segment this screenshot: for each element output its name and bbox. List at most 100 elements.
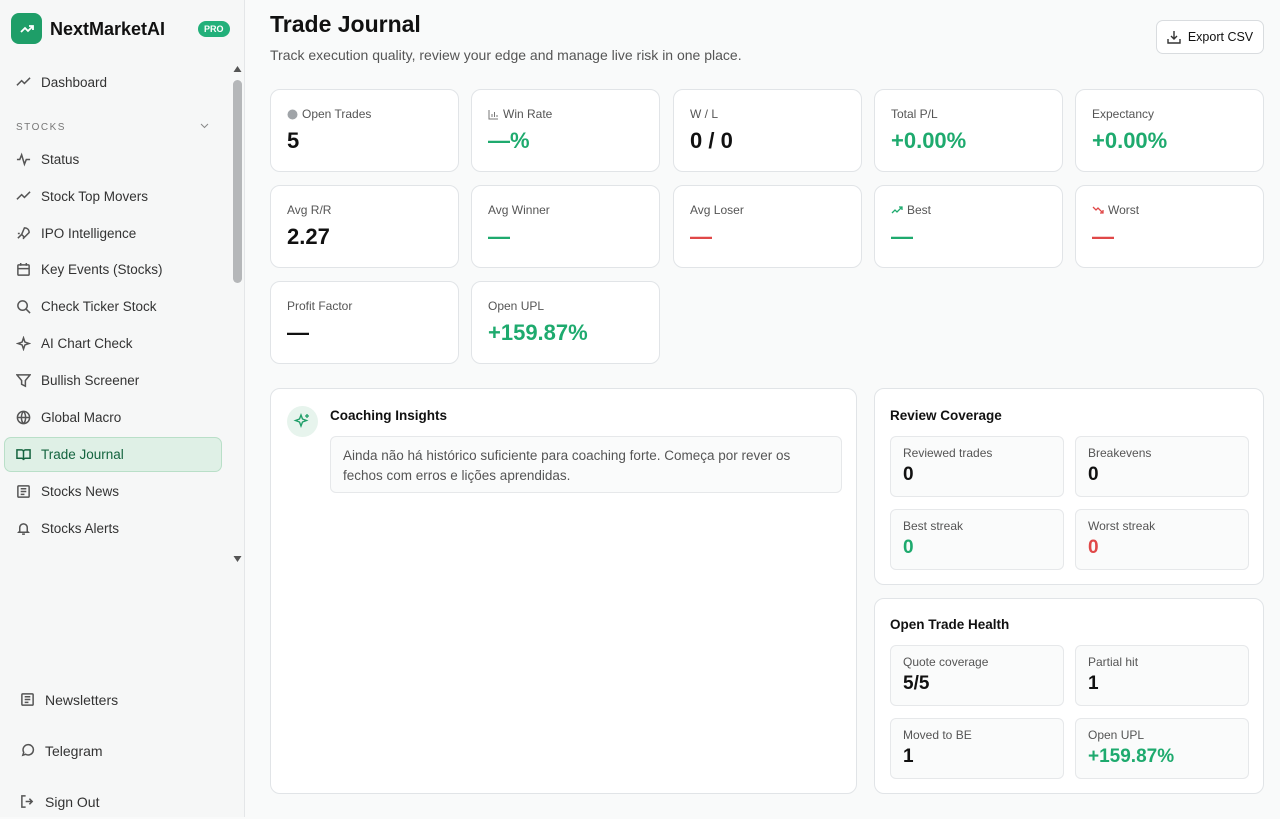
stat-label-row: Win Rate <box>488 107 552 121</box>
nav-label: Dashboard <box>41 75 108 90</box>
stat-card: Avg R/R 2.27 <box>270 185 459 268</box>
stat-value: — <box>488 224 510 249</box>
stat-label: Profit Factor <box>287 299 353 313</box>
stat-label-row: Best <box>891 203 931 217</box>
stat-value: 2.27 <box>287 224 330 249</box>
stat-label: Avg Loser <box>690 203 744 217</box>
panel-title: Review Coverage <box>890 408 1002 423</box>
nav-item[interactable]: Stock Top Movers <box>4 179 222 214</box>
nav-label: Bullish Screener <box>41 372 140 388</box>
page-subtitle: Track execution quality, review your edg… <box>270 47 742 63</box>
nav-item[interactable]: Newsletters <box>8 682 226 717</box>
nav-label: Key Events (Stocks) <box>41 262 163 278</box>
pro-badge: PRO <box>198 21 230 37</box>
coaching-panel: Coaching Insights Ainda não há histórico… <box>270 388 857 794</box>
nav-label: Newsletters <box>45 691 119 708</box>
nav-label: IPO Intelligence <box>41 225 137 241</box>
nav-item[interactable]: Trade Journal <box>4 437 222 473</box>
metric-value: 0 <box>1088 537 1099 558</box>
stat-label-row: Total P/L <box>891 107 938 121</box>
stat-card: Avg Loser — <box>673 185 862 268</box>
stat-card: Best — <box>874 185 1063 268</box>
stat-label-row: Open UPL <box>488 299 544 313</box>
metric-value: 0 <box>903 464 914 485</box>
nav-label: AI Chart Check <box>41 336 133 351</box>
metric-label: Reviewed trades <box>903 446 993 460</box>
panel-title: Open Trade Health <box>890 617 1010 632</box>
stat-label: Open UPL <box>488 299 545 313</box>
stat-label-row: Expectancy <box>1092 107 1154 121</box>
stat-value: — <box>690 224 712 249</box>
coaching-icon <box>287 406 318 437</box>
stat-value: +159.87% <box>488 320 588 345</box>
nav-item[interactable]: Key Events (Stocks) <box>4 252 222 287</box>
stat-label: W / L <box>690 107 719 121</box>
stat-card: Expectancy +0.00% <box>1075 89 1264 172</box>
nav-label: Trade Journal <box>41 447 124 463</box>
nav-label: Status <box>41 152 80 167</box>
metric-label: Quote coverage <box>903 655 989 669</box>
metric-value: +159.87% <box>1088 746 1175 767</box>
stat-card: Open Trades 5 <box>270 89 459 172</box>
nav-item[interactable]: Global Macro <box>4 400 222 435</box>
nav-item[interactable]: Dashboard <box>4 65 222 100</box>
nav-item[interactable]: IPO Intelligence <box>4 216 222 251</box>
stat-value: 0 / 0 <box>690 128 733 153</box>
stat-label: Total P/L <box>891 107 938 121</box>
metric-label: Worst streak <box>1088 519 1156 533</box>
metric-tile: Worst streak 0 <box>1075 509 1249 570</box>
stat-icon <box>1092 205 1104 215</box>
nav-item[interactable]: Check Ticker Stock <box>4 289 222 324</box>
nav-item[interactable]: Stocks News <box>4 474 222 509</box>
stat-label-row: Avg Loser <box>690 203 744 217</box>
metric-tile: Best streak 0 <box>890 509 1064 570</box>
stat-card: Win Rate —% <box>471 89 660 172</box>
collapse-icon[interactable] <box>200 123 209 129</box>
open-trade-health-panel: Open Trade Health Quote coverage 5/5 Parti… <box>874 598 1264 794</box>
coaching-message: Ainda não há histórico suficiente para c… <box>330 436 842 493</box>
nav-item[interactable]: Sign Out <box>8 784 226 819</box>
stat-label-row: Avg Winner <box>488 203 550 217</box>
brand: NextMarketAI <box>50 19 166 39</box>
metric-label: Partial hit <box>1088 655 1139 669</box>
nav-item[interactable]: Telegram <box>8 733 226 768</box>
stat-value: 5 <box>287 128 300 153</box>
stat-label: Best <box>907 203 932 217</box>
nav-item[interactable]: Stocks Alerts <box>4 511 222 546</box>
scroll-thumb[interactable] <box>233 80 242 283</box>
nav-label: Check Ticker Stock <box>41 299 157 315</box>
stat-label: Avg Winner <box>488 203 550 217</box>
stat-label: Open Trades <box>302 107 372 121</box>
stat-icon <box>891 205 903 215</box>
stat-value: —% <box>488 128 530 153</box>
nav-item[interactable]: Status <box>4 142 222 177</box>
metric-label: Breakevens <box>1088 446 1152 460</box>
review-coverage-panel: Review Coverage Reviewed trades 0 Breakeve… <box>874 388 1264 585</box>
stat-card: W / L 0 / 0 <box>673 89 862 172</box>
stat-label-row: W / L <box>690 107 718 121</box>
nav-item[interactable]: Bullish Screener <box>4 363 222 398</box>
logo[interactable] <box>11 13 42 44</box>
stat-icon <box>488 109 499 120</box>
nav-item[interactable]: AI Chart Check <box>4 326 222 361</box>
export-label: Export CSV <box>1187 30 1254 44</box>
metric-value: 5/5 <box>903 673 930 694</box>
scrollbar[interactable] <box>232 62 243 567</box>
export-button[interactable]: Export CSV <box>1156 20 1264 54</box>
stat-label: Worst <box>1108 203 1140 217</box>
stat-value: +0.00% <box>1092 128 1168 153</box>
nav-label: Global Macro <box>41 409 122 425</box>
stat-value: — <box>287 320 309 345</box>
stat-card: Worst — <box>1075 185 1264 268</box>
stat-icon <box>287 109 298 120</box>
nav-label: Sign Out <box>45 793 100 810</box>
metric-tile: Moved to BE 1 <box>890 718 1064 779</box>
metric-tile: Reviewed trades 0 <box>890 436 1064 497</box>
metric-value: 1 <box>1088 673 1099 694</box>
page-title: Trade Journal <box>270 11 421 37</box>
stat-label: Avg R/R <box>287 203 332 217</box>
stat-value: — <box>1092 224 1114 249</box>
nav-label: Stocks News <box>41 484 120 500</box>
